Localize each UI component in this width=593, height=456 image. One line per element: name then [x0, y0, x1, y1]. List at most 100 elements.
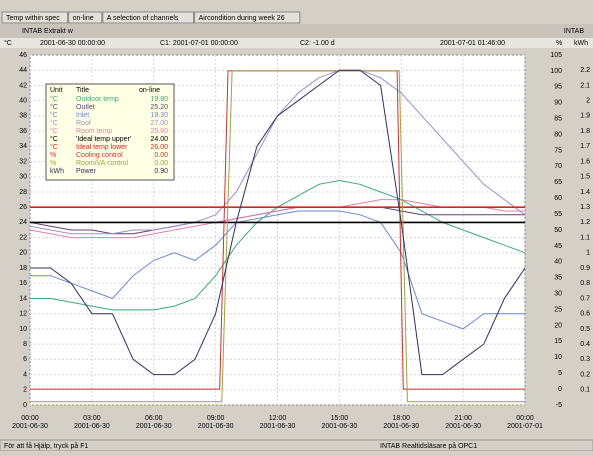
- y-tick-label: 6: [23, 356, 27, 363]
- series-line: [30, 69, 526, 376]
- x-tick-label: 09:00: [207, 415, 225, 422]
- brand: INTAB: [564, 28, 584, 35]
- legend-cell: Outdoor temp: [76, 96, 119, 103]
- y3-tick-label: 0.6: [580, 311, 590, 318]
- y2-tick-label: 65: [554, 179, 562, 186]
- y-tick-label: 2: [23, 387, 27, 394]
- y-tick-label: 32: [19, 158, 27, 165]
- y2-tick-label: 50: [554, 227, 562, 234]
- y3-tick-label: 2.1: [580, 82, 590, 89]
- y-tick-label: 4: [23, 371, 27, 378]
- y3-tick-label: 0.7: [580, 295, 590, 302]
- cursor-unit2: %: [556, 40, 562, 47]
- y3-tick-label: 1.5: [580, 174, 590, 181]
- legend-cell: 25.20: [150, 104, 168, 111]
- legend-cell: °C: [50, 135, 58, 143]
- x-tick-date: 2001-06-30: [136, 423, 172, 430]
- y-tick-label: 26: [19, 204, 27, 211]
- legend-cell: 26.00: [150, 144, 168, 151]
- tab[interactable]: [102, 11, 195, 24]
- y3-tick-label: 2.2: [580, 67, 590, 74]
- cursor-unit3: kWh: [574, 40, 588, 47]
- tab-label: on-line: [73, 15, 94, 22]
- y2-tick-label: 75: [554, 147, 562, 154]
- legend-cell: 19.80: [150, 96, 168, 103]
- y3-tick-label: 0.4: [580, 341, 590, 348]
- legend-cell: %: [50, 160, 56, 167]
- legend-cell: Roof: [76, 120, 91, 127]
- legend-cell: Cooling control: [76, 152, 123, 159]
- cursor-unit: °C: [4, 39, 12, 47]
- y-tick-label: 20: [19, 250, 27, 257]
- y2-tick-label: 5: [558, 370, 562, 377]
- x-tick-label: 18:00: [392, 415, 410, 422]
- y2-tick-label: 100: [550, 68, 562, 75]
- y2-tick-label: 30: [554, 290, 562, 297]
- tab[interactable]: [68, 11, 103, 24]
- cursor-c1[interactable]: C1: 2001-07-01 00:00:00: [160, 40, 238, 47]
- y3-tick-label: 0.2: [580, 371, 590, 378]
- x-tick-date: 2001-06-30: [445, 423, 481, 430]
- y-tick-label: 12: [19, 311, 27, 318]
- x-tick-label: 00:00: [516, 415, 534, 422]
- x-tick-date: 2001-06-30: [74, 423, 110, 430]
- y2-tick-label: 25: [554, 306, 562, 313]
- legend-cell: °C: [50, 103, 58, 111]
- tab-label: Aircondition during week 26: [199, 15, 285, 22]
- y-tick-label: 34: [19, 143, 27, 150]
- legend-cell: %: [50, 152, 56, 159]
- y-tick-label: 8: [23, 341, 27, 348]
- y2-tick-label: 15: [554, 338, 562, 345]
- y2-tick-label: 105: [550, 52, 562, 59]
- x-tick-date: 2001-07-01: [507, 423, 543, 430]
- y3-tick-label: 1: [586, 250, 590, 257]
- y2-tick-label: 20: [554, 322, 562, 329]
- legend-cell: 0.00: [154, 160, 168, 167]
- tab[interactable]: [1, 11, 69, 24]
- cursor-c2[interactable]: C2: -1.00 d: [300, 40, 335, 47]
- y3-tick-label: 0.3: [580, 356, 590, 363]
- y-tick-label: 46: [19, 52, 27, 59]
- x-tick-date: 2001-06-30: [198, 423, 234, 430]
- legend-cell: °C: [50, 119, 58, 127]
- y-tick-label: 30: [19, 174, 27, 181]
- legend-cell: kWh: [50, 168, 64, 175]
- x-tick-label: 12:00: [269, 415, 287, 422]
- y-tick-label: 14: [19, 295, 27, 302]
- legend-cell: 25.80: [150, 128, 168, 135]
- status-reader: INTAB Realtidsläsare på OPC1: [380, 442, 477, 450]
- y2-tick-label: 55: [554, 211, 562, 218]
- window-title: INTAB Extrakt w: [22, 28, 74, 35]
- y3-tick-label: 0.5: [580, 326, 590, 333]
- y-tick-label: 18: [19, 265, 27, 272]
- legend: Unit Title on-line °C Outdoor temp 19.80 °C Out…: [45, 83, 175, 181]
- cursor-start[interactable]: 2001-06-30 00:00:00: [40, 40, 105, 47]
- y-tick-label: 42: [19, 82, 27, 89]
- legend-cell: °C: [50, 127, 58, 135]
- legend-cell: Room/VA control: [76, 160, 128, 167]
- x-tick-date: 2001-06-30: [12, 423, 48, 430]
- tab-label: Temp within spec: [6, 15, 60, 22]
- legend-box: [45, 83, 175, 181]
- legend-cell: 'Ideal temp upper': [76, 136, 131, 143]
- legend-cell: Power: [76, 168, 97, 175]
- y-tick-label: 10: [19, 326, 27, 333]
- y3-tick-label: 1.8: [580, 128, 590, 135]
- cursor-end[interactable]: 2001-07-01 01:46:00: [440, 40, 505, 47]
- legend-cell: Outlet: [76, 104, 95, 111]
- legend-cell: 0.90: [154, 168, 168, 175]
- x-tick-date: 2001-06-30: [260, 423, 296, 430]
- y-tick-label: 16: [19, 280, 27, 287]
- y2-tick-label: 95: [554, 84, 562, 91]
- legend-cell: °C: [50, 143, 58, 151]
- legend-cell: 19.30: [150, 112, 168, 119]
- legend-header: Unit: [50, 87, 63, 94]
- y3-tick-label: 1.2: [580, 219, 590, 226]
- y3-tick-label: 1.9: [580, 113, 590, 120]
- y2-tick-label: 0: [558, 386, 562, 393]
- y3-tick-label: 0.1: [580, 387, 590, 394]
- tab[interactable]: [194, 11, 301, 24]
- legend-header: on-line: [139, 87, 160, 94]
